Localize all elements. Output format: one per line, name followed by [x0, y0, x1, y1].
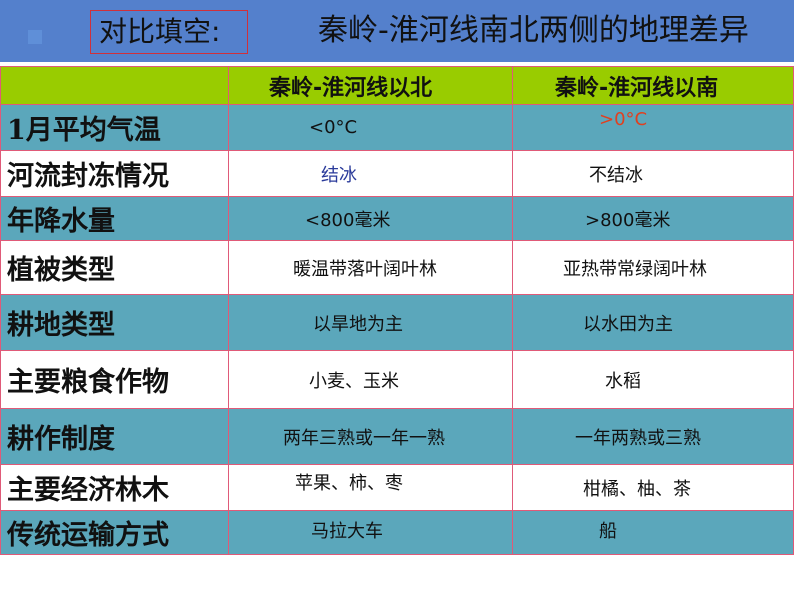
south-cell: 水稻 — [512, 350, 794, 409]
row-label: 河流封冻情况 — [0, 150, 229, 197]
row-label: 主要经济林木 — [0, 464, 229, 511]
south-cell: 船 — [512, 510, 794, 555]
north-cell: 苹果、柿、枣 — [228, 464, 513, 511]
comparison-table: 秦岭-淮河线以北 秦岭-淮河线以南 1月平均气温 <0°C >0°C 河流封冻情… — [0, 66, 794, 555]
slide-title: 秦岭-淮河线南北两侧的地理差异 — [318, 13, 749, 48]
table-row: 传统运输方式 马拉大车 船 — [0, 510, 794, 555]
north-cell: 结冰 — [228, 150, 513, 197]
table-row: 年降水量 <800毫米 >800毫米 — [0, 196, 794, 241]
south-cell: 一年两熟或三熟 — [512, 408, 794, 465]
north-cell: 小麦、玉米 — [228, 350, 513, 409]
row-label: 耕作制度 — [0, 408, 229, 465]
table-row: 耕地类型 以旱地为主 以水田为主 — [0, 294, 794, 351]
row-label: 耕地类型 — [0, 294, 229, 351]
row-label: 年降水量 — [0, 196, 229, 241]
row-label: 植被类型 — [0, 240, 229, 295]
fill-in-label: 对比填空: — [90, 10, 248, 54]
north-cell: 两年三熟或一年一熟 — [228, 408, 513, 465]
north-cell: 马拉大车 — [228, 510, 513, 555]
south-cell: >0°C — [512, 104, 794, 151]
header-cell-north: 秦岭-淮河线以北 — [228, 66, 513, 105]
north-cell: <0°C — [228, 104, 513, 151]
table-header-row: 秦岭-淮河线以北 秦岭-淮河线以南 — [0, 66, 794, 105]
south-cell: 不结冰 — [512, 150, 794, 197]
south-cell: 以水田为主 — [512, 294, 794, 351]
table-row: 耕作制度 两年三熟或一年一熟 一年两熟或三熟 — [0, 408, 794, 465]
south-cell: 亚热带常绿阔叶林 — [512, 240, 794, 295]
north-cell: 以旱地为主 — [228, 294, 513, 351]
bullet-square-icon — [28, 30, 42, 44]
table-row: 植被类型 暖温带落叶阔叶林 亚热带常绿阔叶林 — [0, 240, 794, 295]
header-cell-empty — [0, 66, 229, 105]
table-row: 1月平均气温 <0°C >0°C — [0, 104, 794, 151]
table-row: 河流封冻情况 结冰 不结冰 — [0, 150, 794, 197]
row-label: 主要粮食作物 — [0, 350, 229, 409]
north-cell: 暖温带落叶阔叶林 — [228, 240, 513, 295]
table-row: 主要粮食作物 小麦、玉米 水稻 — [0, 350, 794, 409]
row-label: 1月平均气温 — [0, 104, 229, 151]
north-cell: <800毫米 — [228, 196, 513, 241]
table-row: 主要经济林木 苹果、柿、枣 柑橘、柚、茶 — [0, 464, 794, 511]
title-banner: 对比填空: 秦岭-淮河线南北两侧的地理差异 — [0, 0, 794, 62]
header-cell-south: 秦岭-淮河线以南 — [512, 66, 794, 105]
south-cell: >800毫米 — [512, 196, 794, 241]
row-label: 传统运输方式 — [0, 510, 229, 555]
south-cell: 柑橘、柚、茶 — [512, 464, 794, 511]
